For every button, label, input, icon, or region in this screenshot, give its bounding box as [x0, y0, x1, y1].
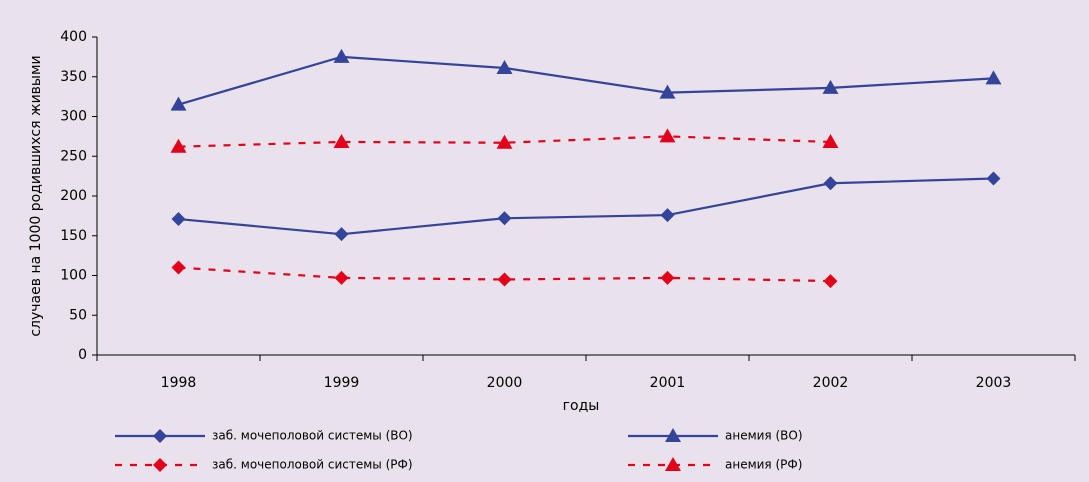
marker — [496, 134, 513, 149]
legend-label: заб. мочеполовой системы (ВО) — [212, 429, 413, 443]
marker — [496, 60, 513, 75]
y-tick-label: 100 — [60, 268, 87, 284]
legend-label: заб. мочеполовой системы (РФ) — [212, 458, 413, 472]
marker — [659, 84, 676, 99]
marker — [334, 270, 349, 285]
y-tick-label: 400 — [60, 29, 87, 45]
legend-label: анемия (РФ) — [725, 458, 802, 472]
series-line — [178, 135, 831, 148]
marker — [660, 270, 675, 285]
marker — [334, 227, 349, 242]
x-axis-label: годы — [563, 398, 600, 414]
marker — [822, 79, 839, 94]
marker — [170, 96, 187, 111]
y-tick-label: 350 — [60, 69, 87, 85]
y-tick-label: 200 — [60, 188, 87, 204]
series-line — [178, 177, 994, 236]
x-tick-label: 2002 — [813, 375, 849, 391]
x-tick-label: 2000 — [487, 375, 523, 391]
x-tick-label: 2003 — [976, 375, 1012, 391]
x-tick-label: 2001 — [650, 375, 686, 391]
x-tick-label: 1999 — [324, 375, 360, 391]
marker — [665, 457, 681, 471]
marker — [497, 211, 512, 226]
marker — [823, 274, 838, 289]
marker — [333, 133, 350, 148]
marker — [170, 138, 187, 153]
marker — [660, 208, 675, 223]
marker — [665, 428, 681, 442]
marker — [823, 176, 838, 191]
y-tick-label: 50 — [69, 307, 87, 323]
series-line — [178, 55, 994, 106]
legend: заб. мочеполовой системы (ВО) анемия (ВО)… — [115, 428, 803, 472]
x-tick-label: 1998 — [161, 375, 197, 391]
marker — [986, 171, 1001, 186]
y-axis-label: случаев на 1000 родившихся живыми — [28, 55, 44, 336]
y-tick-label: 0 — [78, 347, 87, 363]
y-tick-label: 250 — [60, 148, 87, 164]
marker — [497, 272, 512, 287]
series-line — [178, 266, 831, 283]
marker — [153, 458, 167, 472]
y-tick-label: 150 — [60, 228, 87, 244]
marker — [822, 133, 839, 148]
legend-label: анемия (ВО) — [725, 429, 803, 443]
marker — [153, 429, 167, 443]
marker — [171, 212, 186, 227]
marker — [659, 128, 676, 143]
marker — [171, 260, 186, 275]
marker — [985, 70, 1002, 85]
y-tick-label: 300 — [60, 109, 87, 125]
marker — [333, 48, 350, 63]
